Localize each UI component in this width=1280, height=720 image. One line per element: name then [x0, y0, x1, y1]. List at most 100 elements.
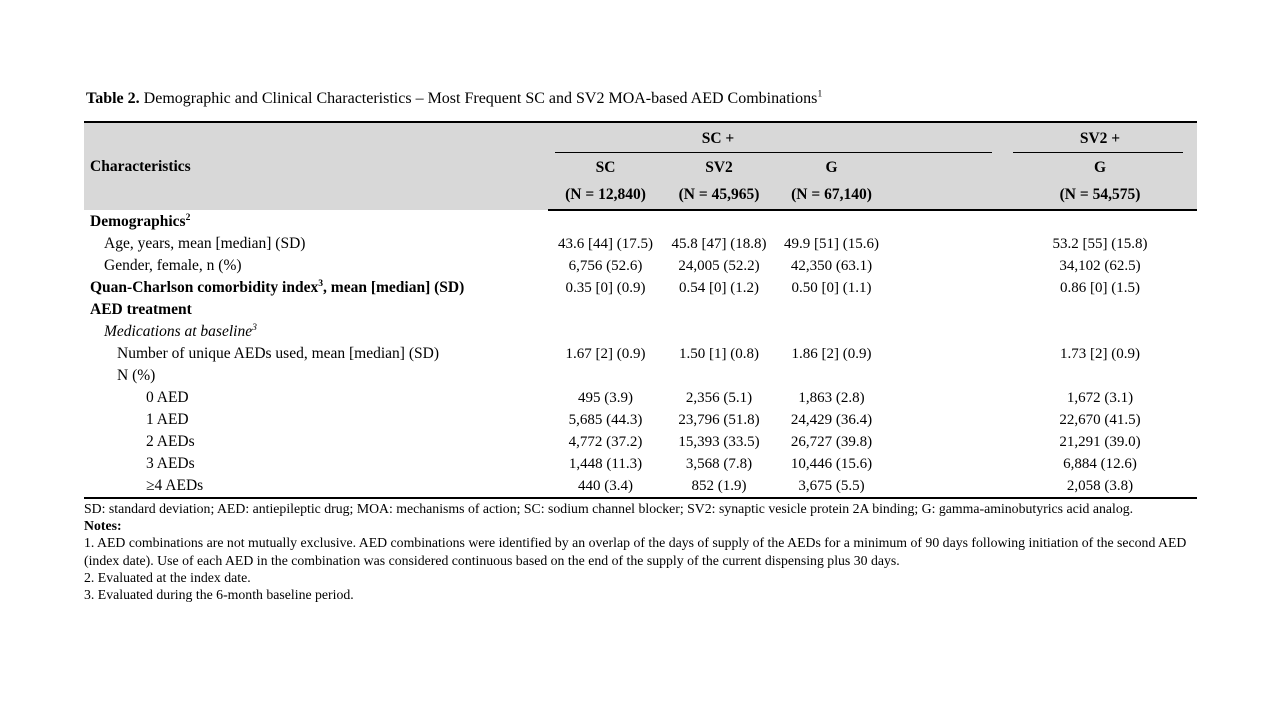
row-value: 0.35 [0] (0.9): [565, 280, 646, 296]
row-value: 2,356 (5.1): [685, 390, 753, 406]
row-value: 1,448 (11.3): [568, 456, 643, 472]
table-row: Medications at baseline3: [84, 321, 1197, 343]
row-value: 0.50 [0] (1.1): [791, 280, 872, 296]
row-value: 0.54 [0] (1.2): [679, 280, 759, 296]
table-row: Demographics2: [84, 210, 1197, 233]
row-value: 53.2 [55] (15.8): [1052, 236, 1148, 252]
row-value: [548, 299, 663, 321]
row-label: Quan-Charlson comorbidity index3, mean […: [90, 277, 465, 296]
row-value: [548, 210, 663, 233]
row-label: ≥4 AEDs: [84, 475, 548, 499]
row-value: 1.67 [2] (0.9): [565, 346, 646, 362]
table-title: Table 2. Demographic and Clinical Charac…: [86, 88, 823, 108]
column-n-row: (N = 12,840) (N = 45,965) (N = 67,140) (…: [84, 181, 1197, 211]
table-title-label: Table 2.: [86, 90, 140, 107]
table-row: 1 AED 5,685 (44.3) 23,796 (51.8) 24,429 (36…: [84, 409, 1197, 431]
column-n: (N = 45,965): [663, 181, 775, 211]
demographics-table: Characteristics SC + SV2 + SC SV2 G G (N…: [84, 121, 1197, 499]
row-value: 45.8 [47] (18.8): [671, 236, 767, 252]
column-spacer: [888, 255, 1003, 277]
row-value: [663, 365, 775, 387]
column-spacer: [888, 409, 1003, 431]
row-value: 26,727 (39.8): [790, 434, 873, 450]
row-label: Medications at baseline3: [104, 321, 257, 340]
column-spacer: [888, 453, 1003, 475]
table-row: N (%): [84, 365, 1197, 387]
row-value: 42,350 (63.1): [790, 258, 873, 274]
row-value: [775, 321, 888, 343]
row-label: Age, years, mean [median] (SD): [104, 235, 306, 252]
column-spacer: [888, 210, 1003, 233]
row-value: 34,102 (62.5): [1059, 258, 1141, 274]
row-label: 1 AED: [146, 411, 189, 428]
note-3: 3. Evaluated during the 6-month baseline…: [84, 587, 354, 603]
column-spacer: [888, 277, 1003, 299]
row-label: 2 AEDs: [146, 433, 195, 450]
row-label: Gender, female, n (%): [104, 257, 242, 274]
row-value: 0.86 [0] (1.5): [1060, 280, 1140, 296]
row-value: [663, 210, 775, 233]
row-value: [775, 365, 888, 387]
column-spacer: [888, 299, 1003, 321]
row-value: [1003, 321, 1197, 343]
notes-label: Notes:: [84, 518, 122, 534]
column-n: (N = 12,840): [548, 181, 663, 211]
row-label: Demographics2: [90, 211, 191, 230]
row-value: 4,772 (37.2): [568, 434, 643, 450]
column-header: G: [1003, 154, 1197, 181]
row-value: [1003, 299, 1197, 321]
row-value: 43.6 [44] (17.5): [558, 236, 653, 252]
row-value: [548, 365, 663, 387]
table-row: Age, years, mean [median] (SD) 43.6 [44] …: [84, 233, 1197, 255]
row-value: 2,058 (3.8): [1003, 475, 1197, 499]
row-value: 1.73 [2] (0.9): [1060, 346, 1140, 362]
row-value: [663, 299, 775, 321]
column-n: (N = 54,575): [1003, 181, 1197, 211]
group-header-sc-plus: SC +: [548, 122, 992, 154]
row-value: [775, 210, 888, 233]
column-spacer: [888, 181, 1003, 211]
row-value: [1003, 210, 1197, 233]
column-header: SV2: [663, 154, 775, 181]
row-value: 3,675 (5.5): [775, 475, 888, 499]
table-row: AED treatment: [84, 299, 1197, 321]
table-row: ≥4 AEDs 440 (3.4) 852 (1.9) 3,675 (5.5) 2,05…: [84, 475, 1197, 499]
row-value: 1,863 (2.8): [798, 390, 865, 406]
column-spacer: [888, 154, 1003, 181]
row-value: 6,884 (12.6): [1063, 456, 1137, 472]
table-header: Characteristics SC + SV2 + SC SV2 G G (N…: [84, 122, 1197, 211]
column-n: (N = 67,140): [775, 181, 888, 211]
column-spacer: [888, 475, 1003, 499]
row-value: [775, 299, 888, 321]
characteristics-header: Characteristics: [84, 122, 548, 210]
column-spacer: [888, 387, 1003, 409]
row-value: 24,005 (52.2): [678, 258, 760, 274]
group-header-row: Characteristics SC + SV2 +: [84, 122, 1197, 210]
column-spacer: [888, 343, 1003, 365]
column-header: G: [775, 154, 888, 181]
row-value: 10,446 (15.6): [790, 456, 873, 472]
row-value: 5,685 (44.3): [568, 412, 643, 428]
row-value: 852 (1.9): [663, 475, 775, 499]
row-label: Number of unique AEDs used, mean [median…: [117, 345, 439, 362]
table-row: Number of unique AEDs used, mean [median…: [84, 343, 1197, 365]
row-value: [548, 321, 663, 343]
row-value: 3,568 (7.8): [685, 456, 753, 472]
column-spacer: [888, 365, 1003, 387]
row-label: 3 AEDs: [146, 455, 195, 472]
row-label: 0 AED: [146, 389, 189, 406]
table-title-superscript: 1: [817, 88, 823, 100]
row-value: 1.86 [2] (0.9): [791, 346, 872, 362]
column-spacer: [888, 431, 1003, 453]
table-row: Quan-Charlson comorbidity index3, mean […: [84, 277, 1197, 299]
row-value: 49.9 [51] (15.6): [784, 236, 879, 252]
abbreviations-note: SD: standard deviation; AED: antiepilept…: [84, 501, 1134, 516]
group-header-sv2-plus: SV2 +: [1003, 122, 1197, 154]
row-value: [1003, 365, 1197, 387]
row-label: AED treatment: [90, 301, 192, 318]
column-header: SC: [548, 154, 663, 181]
row-value: 23,796 (51.8): [678, 412, 760, 428]
table-body: Demographics2 Age, years, mean [median] (…: [84, 210, 1197, 499]
row-value: 6,756 (52.6): [568, 258, 643, 274]
